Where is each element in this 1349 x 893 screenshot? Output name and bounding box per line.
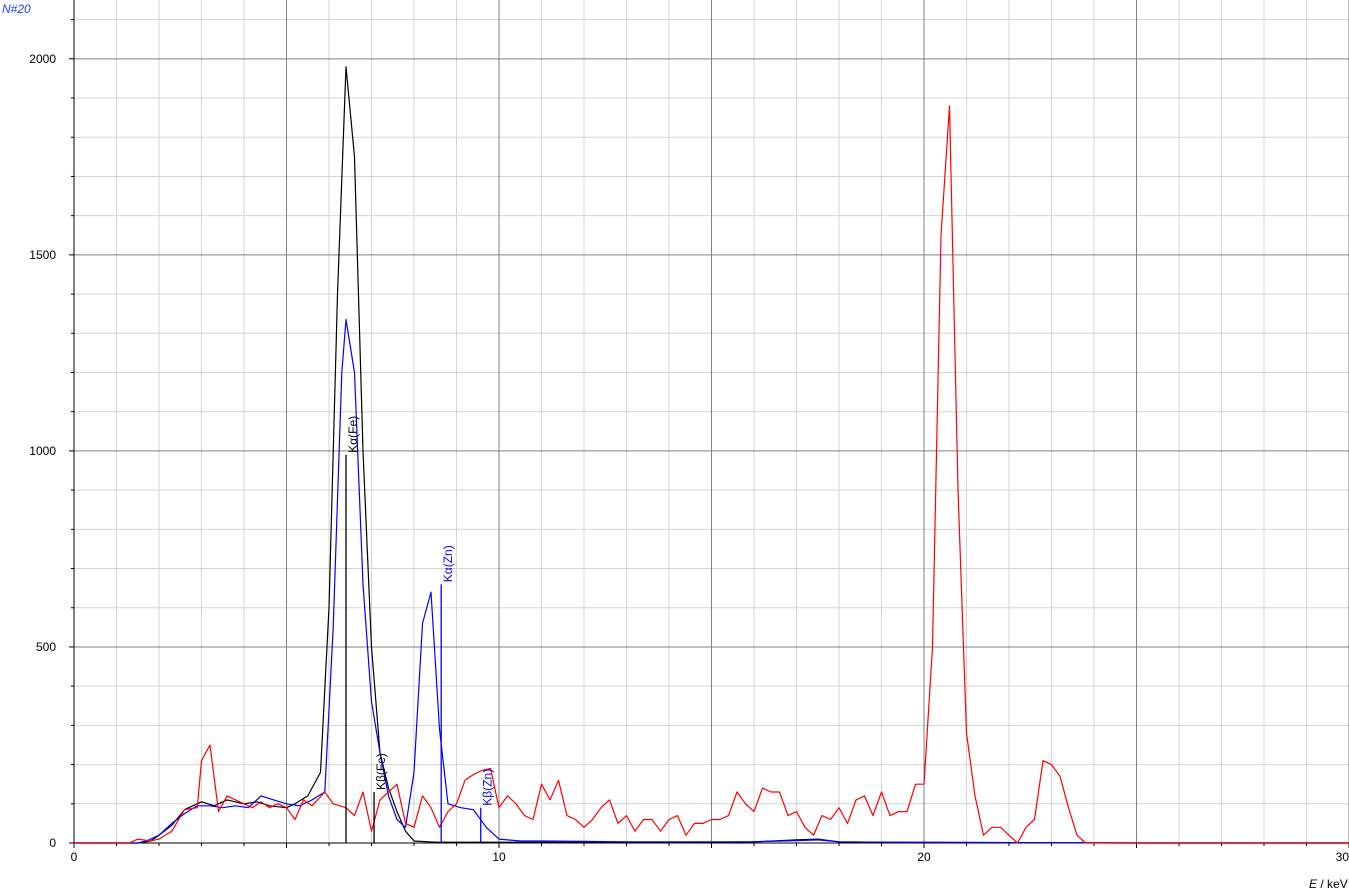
annotations: Kα(Fe) Kβ(Fe) Kα(Zn) Kβ(Zn)	[345, 416, 495, 843]
tick-labels: 0 10 20 30 0 500 1000 1500 2000	[29, 52, 1349, 864]
x-axis-label: E / keV	[1309, 877, 1348, 891]
peak-marker-label: Kα(Fe)	[346, 416, 360, 453]
peak-marker-label: Kβ(Zn)	[481, 769, 495, 806]
x-axis-label-unit: / keV	[1317, 877, 1348, 891]
grid-major	[74, 0, 1349, 843]
axes	[69, 0, 1349, 848]
peak-marker-label: Kβ(Fe)	[374, 753, 388, 790]
series-group	[74, 66, 1349, 844]
y-tick-label: 2000	[29, 52, 56, 66]
peak-marker-label: Kα(Zn)	[441, 545, 455, 582]
x-tick-label: 10	[492, 850, 506, 864]
series-line-2	[74, 319, 1349, 844]
y-tick-label: 1000	[29, 444, 56, 458]
y-tick-label: 0	[49, 836, 56, 850]
x-tick-label: 20	[917, 850, 931, 864]
series-line-3	[74, 105, 1349, 844]
y-tick-label: 1500	[29, 248, 56, 262]
y-axis-label: N#20	[2, 2, 31, 16]
x-tick-label: 30	[1336, 850, 1349, 864]
y-tick-label: 500	[36, 640, 56, 654]
x-axis-label-var: E	[1309, 877, 1318, 891]
x-tick-label: 0	[71, 850, 78, 864]
